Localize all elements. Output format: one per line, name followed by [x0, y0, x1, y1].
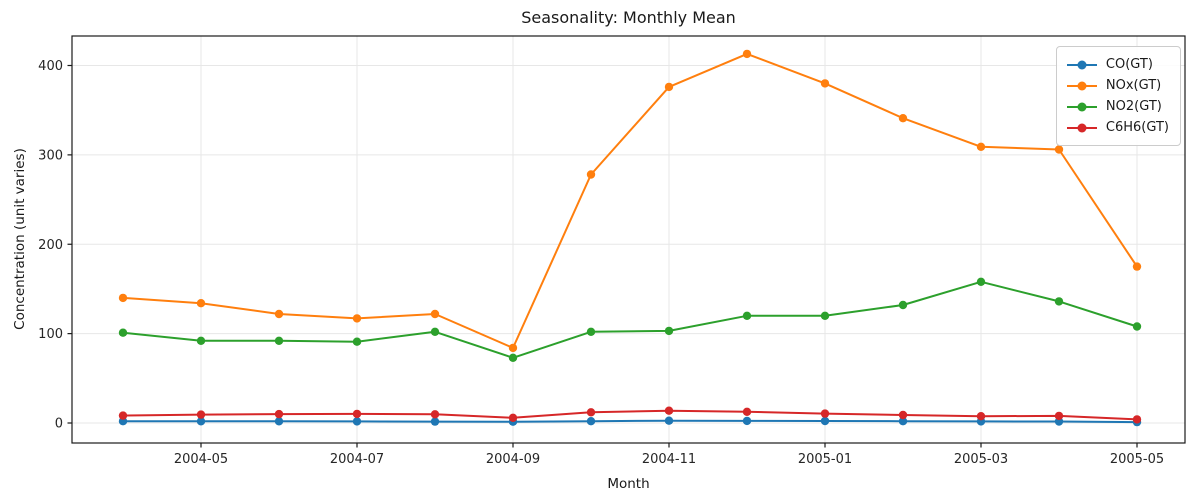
data-point	[352, 417, 362, 426]
y-tick-label: 0	[55, 417, 63, 432]
x-tick-label: 2005-03	[954, 452, 1008, 467]
data-point	[508, 343, 518, 353]
data-point	[820, 409, 830, 418]
data-point	[976, 142, 986, 151]
data-point	[1132, 415, 1142, 424]
legend-label: NO2(GT)	[1105, 99, 1162, 114]
data-point	[1132, 262, 1142, 271]
data-point	[976, 277, 986, 286]
x-tick-label: 2005-05	[1110, 452, 1164, 467]
y-tick-label: 100	[38, 327, 63, 342]
data-point	[508, 413, 518, 422]
x-ticks: 2004-05 2004-07 2004-09 2004-11 2005-01 2005-…	[174, 443, 1164, 467]
data-point	[430, 410, 440, 419]
data-point	[430, 327, 440, 336]
data-point	[196, 417, 206, 426]
data-point	[820, 416, 830, 426]
y-tick-label: 300	[38, 148, 63, 163]
data-point	[742, 407, 752, 416]
data-point	[898, 410, 908, 420]
legend-item: NOx(GT)	[1066, 75, 1169, 96]
data-point	[976, 412, 986, 421]
series-nox-gt-	[118, 49, 1142, 353]
data-point	[118, 293, 128, 303]
series-line	[122, 419, 1138, 424]
data-point	[742, 49, 752, 59]
data-point	[196, 410, 206, 419]
data-point	[742, 311, 752, 320]
legend-marker-icon	[1066, 60, 1097, 69]
legend-label: CO(GT)	[1105, 57, 1153, 72]
chart-title: Seasonality: Monthly Mean	[521, 8, 736, 27]
data-point	[430, 417, 440, 426]
data-point	[586, 170, 596, 179]
x-tick-label: 2005-01	[798, 452, 852, 467]
data-point	[586, 408, 596, 417]
x-tick-label: 2004-11	[642, 452, 696, 467]
legend-item: NO2(GT)	[1066, 96, 1169, 117]
data-point	[664, 82, 674, 92]
data-point	[664, 406, 674, 415]
legend-marker-icon	[1066, 123, 1097, 132]
y-tick-label: 200	[38, 238, 63, 253]
series-no2-gt-	[118, 277, 1142, 362]
data-point	[898, 300, 908, 310]
data-point	[1054, 297, 1064, 306]
data-point	[664, 326, 674, 336]
data-point	[508, 353, 518, 362]
data-point	[898, 114, 908, 123]
series-co-gt-	[118, 416, 1142, 427]
x-tick-label: 2004-05	[174, 452, 228, 467]
legend: CO(GT) NOx(GT) NO2(GT) C6H6(GT)	[1055, 46, 1181, 146]
legend-marker-icon	[1066, 81, 1097, 90]
data-point	[274, 417, 284, 426]
x-tick-label: 2004-09	[486, 452, 540, 467]
series-line	[122, 409, 1138, 421]
x-tick-label: 2004-07	[330, 452, 384, 467]
series-line	[122, 52, 1138, 349]
axes-box	[71, 35, 1186, 444]
data-point	[1054, 145, 1064, 154]
data-point	[274, 336, 284, 345]
data-point	[820, 79, 830, 88]
data-point	[274, 409, 284, 419]
y-ticks: 0 100 200 300 400	[38, 59, 72, 432]
legend-item: CO(GT)	[1066, 54, 1169, 75]
data-point	[820, 311, 830, 320]
data-point	[664, 416, 674, 425]
series-c6h6-gt-	[118, 406, 1142, 424]
gridlines	[72, 36, 1185, 443]
x-axis-label: Month	[607, 476, 650, 492]
legend-marker-icon	[1066, 102, 1097, 111]
series-line	[122, 280, 1138, 359]
legend-label: NOx(GT)	[1105, 78, 1162, 93]
data-point	[118, 411, 128, 420]
y-tick-label: 400	[38, 59, 63, 74]
legend-label: C6H6(GT)	[1105, 120, 1169, 135]
legend-item: C6H6(GT)	[1066, 117, 1169, 138]
data-point	[352, 409, 362, 419]
data-point	[898, 417, 908, 426]
data-point	[196, 299, 206, 308]
data-point	[118, 328, 128, 337]
data-point	[742, 416, 752, 426]
data-point	[1054, 411, 1064, 421]
data-point	[352, 337, 362, 346]
data-point	[586, 327, 596, 336]
data-point	[352, 314, 362, 323]
data-point	[586, 417, 596, 426]
data-point	[1132, 322, 1142, 331]
data-point	[274, 309, 284, 319]
data-point	[196, 336, 206, 345]
data-point	[430, 309, 440, 319]
